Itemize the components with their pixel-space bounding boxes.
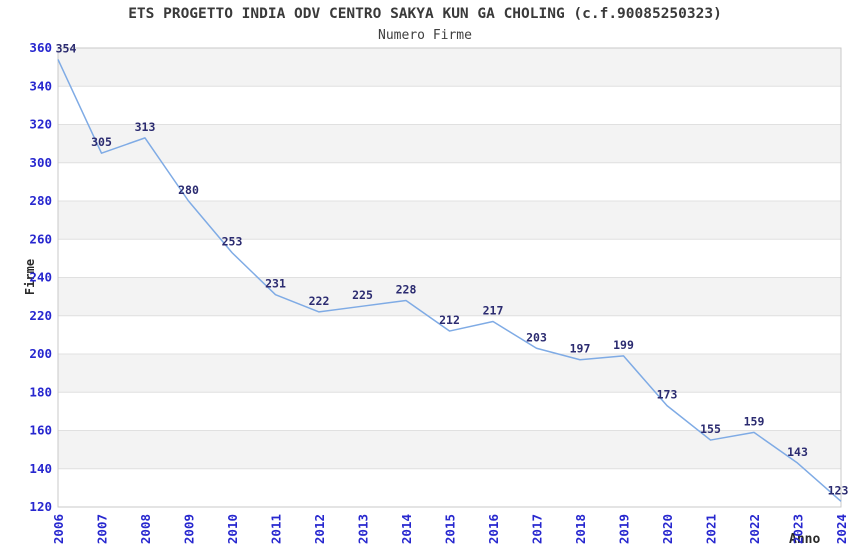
x-tick-label: 2019 [617, 514, 632, 544]
y-tick-label: 320 [29, 117, 52, 132]
y-tick-label: 300 [29, 155, 52, 170]
y-tick-label: 120 [29, 499, 52, 514]
data-label: 173 [657, 388, 678, 402]
data-label: 253 [222, 235, 243, 249]
y-tick-label: 160 [29, 423, 52, 438]
x-tick-label: 2007 [95, 514, 110, 544]
data-label: 222 [309, 294, 330, 308]
x-tick-label: 2012 [312, 514, 327, 544]
data-label: 217 [483, 303, 504, 317]
chart-subtitle: Numero Firme [378, 28, 472, 43]
x-tick-label: 2014 [399, 514, 414, 544]
data-label: 155 [700, 422, 721, 436]
x-axis-title: Anno [789, 532, 821, 547]
data-label: 197 [570, 342, 591, 356]
data-line [57, 59, 842, 502]
x-tick-label: 2017 [530, 514, 545, 544]
data-label: 228 [396, 282, 417, 296]
y-tick-label: 200 [29, 346, 52, 361]
data-label: 225 [352, 288, 373, 302]
x-tick-label: 2022 [747, 514, 762, 544]
x-tick-label: 2015 [443, 514, 458, 544]
x-tick-label: 2023 [791, 514, 806, 544]
data-label: 199 [613, 338, 634, 352]
data-label: 313 [135, 120, 156, 134]
y-tick-label: 280 [29, 193, 52, 208]
data-label: 354 [56, 41, 77, 55]
data-label: 123 [828, 483, 849, 497]
x-tick-label: 2009 [182, 514, 197, 544]
y-tick-label: 360 [29, 40, 52, 55]
y-tick-label: 260 [29, 231, 52, 246]
y-tick-label: 240 [29, 270, 52, 285]
chart-title: ETS PROGETTO INDIA ODV CENTRO SAKYA KUN … [128, 6, 722, 22]
plot-band [58, 124, 841, 163]
y-tick-label: 140 [29, 461, 52, 476]
plot-band [58, 430, 841, 469]
plot-band [58, 354, 841, 393]
x-tick-label: 2008 [138, 514, 153, 544]
y-tick-label: 340 [29, 78, 52, 93]
data-label: 280 [178, 183, 199, 197]
x-tick-label: 2013 [356, 514, 371, 544]
data-label: 305 [91, 135, 112, 149]
y-tick-label: 220 [29, 308, 52, 323]
plot-band [58, 201, 841, 240]
x-tick-label: 2011 [269, 514, 284, 544]
plot-band [58, 48, 841, 87]
x-tick-label: 2016 [486, 514, 501, 544]
data-label: 212 [439, 313, 460, 327]
plot-border [57, 47, 842, 508]
x-tick-label: 2006 [51, 514, 66, 544]
x-tick-label: 2018 [573, 514, 588, 544]
x-tick-label: 2021 [704, 514, 719, 544]
x-tick-label: 2020 [660, 514, 675, 544]
data-label: 143 [787, 445, 808, 459]
data-label: 159 [744, 414, 765, 428]
plot-band [58, 277, 841, 316]
x-tick-label: 2024 [834, 514, 849, 544]
data-label: 203 [526, 330, 547, 344]
y-tick-label: 180 [29, 384, 52, 399]
data-label: 231 [265, 277, 286, 291]
x-tick-label: 2010 [225, 514, 240, 544]
